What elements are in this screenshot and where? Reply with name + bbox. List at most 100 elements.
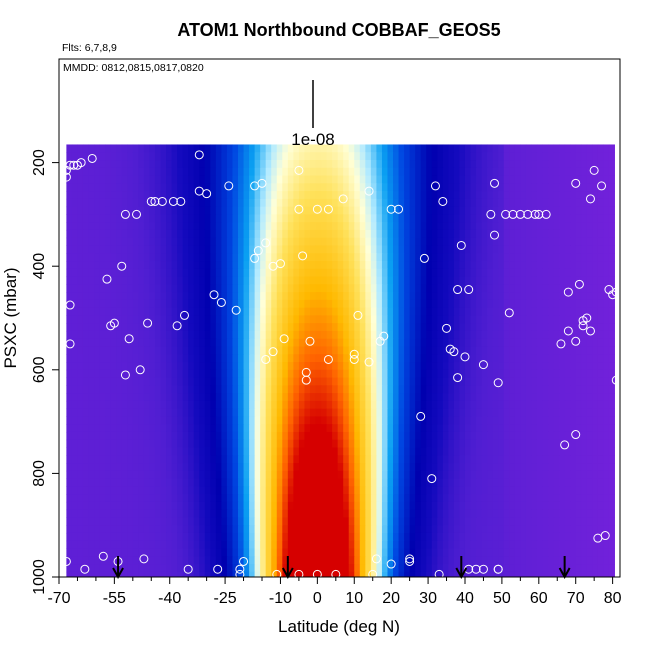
field-cell	[453, 160, 460, 169]
field-cell	[487, 276, 494, 285]
field-cell	[127, 198, 134, 208]
field-cell	[188, 431, 195, 441]
field-cell	[592, 222, 599, 231]
field-cell	[431, 292, 438, 301]
field-cell	[127, 354, 134, 363]
field-cell	[177, 369, 184, 379]
field-cell	[409, 385, 416, 394]
field-cell	[337, 385, 344, 394]
field-cell	[514, 315, 521, 324]
field-cell	[359, 245, 366, 254]
field-cell	[409, 455, 416, 464]
field-cell	[254, 393, 261, 402]
field-cell	[597, 237, 604, 246]
field-cell	[575, 160, 582, 169]
field-cell	[293, 237, 300, 246]
field-cell	[359, 525, 366, 534]
field-cell	[387, 447, 394, 456]
field-cell	[326, 229, 333, 239]
field-cell	[321, 198, 328, 208]
field-cell	[431, 494, 438, 503]
field-cell	[204, 494, 211, 503]
field-cell	[110, 525, 117, 534]
field-cell	[520, 478, 527, 487]
field-cell	[476, 175, 483, 184]
field-cell	[304, 517, 311, 526]
field-cell	[249, 245, 256, 254]
field-cell	[177, 307, 184, 316]
field-cell	[238, 369, 245, 379]
field-cell	[431, 400, 438, 410]
field-cell	[160, 299, 167, 309]
field-cell	[370, 393, 377, 402]
field-cell	[188, 160, 195, 169]
field-cell	[143, 268, 150, 278]
field-cell	[110, 299, 117, 309]
field-cell	[88, 222, 95, 231]
field-cell	[293, 354, 300, 363]
field-cell	[442, 463, 449, 472]
field-cell	[442, 292, 449, 301]
field-cell	[149, 463, 156, 472]
field-cell	[509, 408, 516, 417]
field-cell	[116, 354, 123, 363]
field-cell	[592, 284, 599, 293]
field-cell	[608, 385, 615, 394]
field-cell	[121, 377, 128, 386]
field-cell	[121, 354, 128, 363]
field-cell	[315, 152, 322, 161]
field-cell	[177, 160, 184, 169]
field-cell	[215, 463, 222, 472]
field-cell	[426, 144, 433, 153]
field-cell	[88, 253, 95, 262]
field-cell	[393, 261, 400, 270]
field-cell	[431, 416, 438, 425]
field-cell	[548, 261, 555, 270]
field-cell	[199, 424, 206, 433]
field-cell	[387, 346, 394, 355]
field-cell	[492, 517, 499, 526]
field-cell	[559, 245, 566, 254]
field-cell	[116, 532, 123, 542]
field-cell	[492, 377, 499, 386]
field-cell	[260, 494, 267, 503]
field-cell	[343, 393, 350, 402]
field-cell	[210, 416, 217, 425]
field-cell	[404, 509, 411, 518]
field-cell	[132, 299, 139, 309]
field-cell	[581, 501, 588, 511]
field-cell	[160, 400, 167, 410]
field-cell	[559, 478, 566, 487]
field-cell	[249, 400, 256, 410]
field-cell	[249, 144, 256, 153]
field-cell	[608, 261, 615, 270]
field-cell	[525, 229, 532, 239]
field-cell	[381, 455, 388, 464]
field-cell	[559, 431, 566, 441]
field-cell	[199, 292, 206, 301]
field-cell	[271, 509, 278, 518]
field-cell	[127, 315, 134, 324]
field-cell	[481, 167, 488, 177]
field-cell	[321, 229, 328, 239]
field-cell	[387, 261, 394, 270]
field-cell	[199, 354, 206, 363]
field-cell	[182, 222, 189, 231]
field-cell	[94, 478, 101, 487]
field-cell	[564, 377, 571, 386]
field-cell	[204, 183, 211, 192]
field-cell	[226, 455, 233, 464]
field-cell	[226, 447, 233, 456]
field-cell	[110, 183, 117, 192]
field-cell	[431, 377, 438, 386]
field-cell	[221, 393, 228, 402]
field-cell	[221, 354, 228, 363]
field-cell	[215, 183, 222, 192]
field-cell	[536, 338, 543, 347]
field-cell	[359, 229, 366, 239]
field-cell	[226, 377, 233, 386]
field-cell	[160, 330, 167, 340]
field-cell	[509, 393, 516, 402]
field-cell	[498, 385, 505, 394]
field-cell	[105, 509, 112, 518]
